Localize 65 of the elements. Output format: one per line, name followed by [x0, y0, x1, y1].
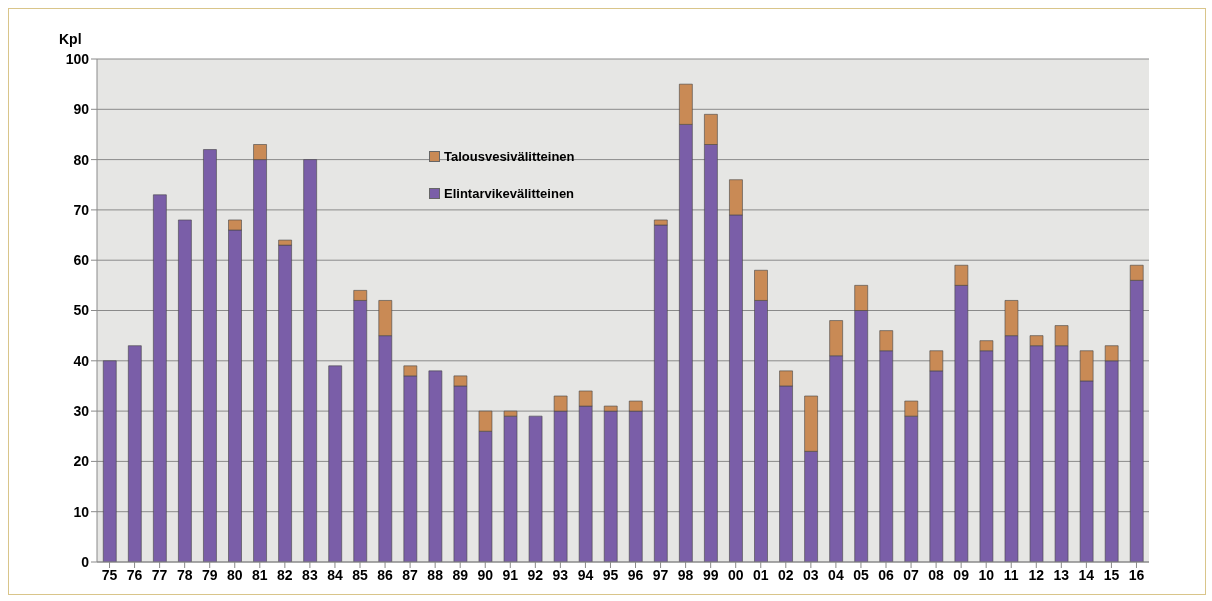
bar — [303, 159, 317, 562]
x-tick-label: 91 — [502, 566, 519, 583]
x-tick-label: 01 — [752, 566, 769, 583]
x-tick-label: 16 — [1128, 566, 1145, 583]
x-tick-label: 15 — [1103, 566, 1120, 583]
x-tick-label: 14 — [1078, 566, 1095, 583]
x-tick-label: 08 — [928, 566, 945, 583]
y-tick-label: 30 — [73, 403, 90, 420]
bar — [428, 370, 443, 562]
x-tick-label: 83 — [302, 566, 318, 583]
x-tick-label: 06 — [878, 566, 894, 583]
x-tick-label: 78 — [176, 566, 193, 583]
bar — [178, 219, 192, 562]
x-tick-label: 96 — [627, 566, 644, 583]
x-tick-label: 79 — [201, 566, 218, 583]
y-tick-label: 10 — [73, 503, 90, 520]
x-tick-label: 07 — [903, 566, 920, 583]
x-tick-label: 03 — [803, 566, 819, 583]
y-tick-label: 80 — [73, 151, 90, 168]
bar — [203, 149, 217, 562]
legend-label: Elintarvikevälitteinen — [444, 186, 575, 201]
y-tick-label: 100 — [65, 50, 90, 67]
y-axis-title: Kpl — [59, 31, 82, 47]
x-tick-label: 93 — [552, 566, 569, 583]
x-tick-label: 13 — [1053, 566, 1070, 583]
legend-label: Talousvesivälitteinen — [444, 149, 575, 164]
x-tick-label: 98 — [677, 566, 694, 583]
x-tick-label: 00 — [727, 566, 744, 583]
y-tick-label: 20 — [73, 453, 90, 470]
x-tick-label: 82 — [277, 566, 293, 583]
x-tick-label: 75 — [101, 566, 118, 583]
x-tick-label: 89 — [452, 566, 469, 583]
x-tick-label: 84 — [327, 566, 343, 583]
x-tick-label: 02 — [778, 566, 794, 583]
bar — [128, 345, 142, 562]
x-tick-label: 95 — [602, 566, 619, 583]
x-tick-label: 12 — [1028, 566, 1045, 583]
x-tick-label: 90 — [477, 566, 494, 583]
bar — [328, 365, 342, 562]
x-tick-label: 81 — [252, 566, 268, 583]
x-tick-label: 99 — [702, 566, 719, 583]
x-tick-label: 94 — [577, 566, 594, 583]
x-tick-label: 87 — [402, 566, 419, 583]
x-tick-label: 09 — [953, 566, 970, 583]
y-tick-label: 50 — [73, 302, 90, 319]
x-tick-label: 10 — [978, 566, 995, 583]
x-tick-label: 97 — [652, 566, 669, 583]
y-tick-label: 90 — [73, 101, 90, 118]
x-tick-label: 76 — [126, 566, 143, 583]
x-tick-label: 80 — [226, 566, 243, 583]
y-tick-label: 60 — [73, 252, 90, 269]
x-tick-label: 05 — [853, 566, 869, 583]
y-tick-label: 70 — [73, 201, 90, 218]
x-tick-label: 92 — [527, 566, 544, 583]
x-tick-label: 11 — [1003, 566, 1019, 583]
x-tick-label: 85 — [352, 566, 368, 583]
y-tick-label: 40 — [73, 352, 90, 369]
bar — [528, 415, 543, 562]
x-tick-label: 88 — [427, 566, 444, 583]
x-tick-label: 04 — [828, 566, 844, 583]
x-tick-label: 86 — [377, 566, 394, 583]
bar — [153, 194, 167, 562]
y-tick-label: 0 — [81, 553, 90, 570]
x-tick-label: 77 — [151, 566, 168, 583]
bar — [102, 360, 117, 562]
